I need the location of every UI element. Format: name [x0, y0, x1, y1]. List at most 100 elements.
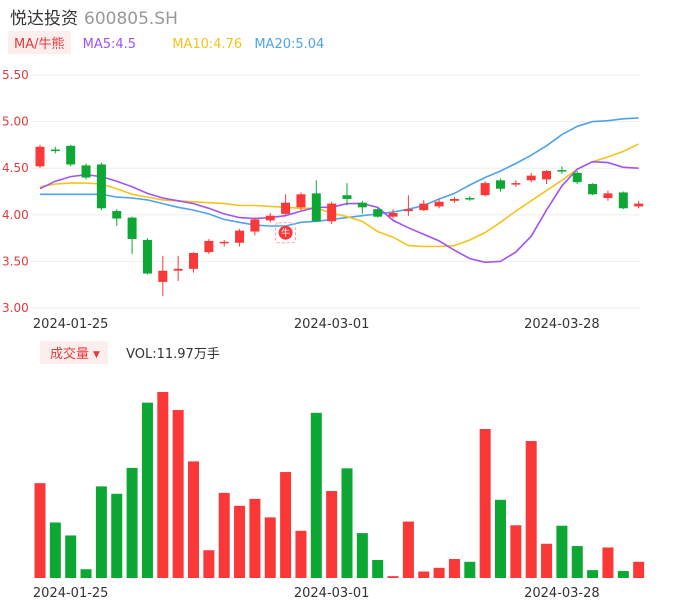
- candle-body: [142, 239, 152, 274]
- chevron-down-icon: ▼: [93, 350, 100, 360]
- volume-bar: [479, 429, 491, 578]
- candle-body: [572, 172, 582, 183]
- ma5-line: [39, 160, 639, 264]
- candle: [189, 252, 198, 273]
- candle: [81, 163, 91, 180]
- volume-bar: [556, 525, 568, 578]
- ma20-label: MA20:5.04: [254, 37, 325, 52]
- volume-toggle-label: 成交量: [50, 347, 90, 362]
- candle-body: [588, 184, 598, 195]
- volume-toggle-button[interactable]: 成交量 ▼: [40, 341, 108, 364]
- candle: [35, 144, 45, 169]
- ma10-line: [39, 143, 639, 248]
- y-tick-label: 4.50: [2, 161, 29, 175]
- candle: [618, 191, 628, 210]
- candle: [434, 198, 444, 209]
- volume-x-tick-label: 2024-03-28: [524, 586, 600, 601]
- stock-header: 悦达投资 600805.SH: [10, 4, 178, 29]
- candle: [373, 208, 383, 218]
- candle: [403, 195, 413, 216]
- volume-bar: [126, 467, 138, 578]
- candle: [96, 162, 106, 211]
- candle-body: [526, 175, 536, 181]
- candle: [480, 181, 490, 197]
- volume-bar: [387, 576, 399, 578]
- volume-bar: [541, 543, 553, 578]
- y-tick-label: 3.50: [2, 254, 29, 268]
- candle: [296, 192, 306, 211]
- candle: [235, 228, 245, 247]
- candle: [50, 146, 60, 154]
- y-tick-label: 3.00: [2, 301, 29, 315]
- candle-body: [542, 170, 552, 180]
- candle: [250, 217, 260, 236]
- candle-body: [434, 201, 444, 207]
- candle: [419, 199, 429, 212]
- candle: [572, 170, 582, 185]
- volume-bar: [172, 410, 184, 578]
- bull-badge-icon: [278, 225, 293, 240]
- candle: [449, 197, 459, 203]
- volume-bar: [310, 412, 322, 578]
- volume-bar: [234, 505, 246, 578]
- volume-bar: [157, 392, 169, 578]
- volume-bar: [341, 468, 353, 578]
- candle: [603, 190, 613, 201]
- volume-legend: 成交量 ▼ VOL:11.97万手: [40, 341, 220, 364]
- volume-bar: [249, 498, 261, 578]
- candle: [342, 183, 352, 206]
- badge-frame: [275, 222, 297, 244]
- volume-bar: [571, 546, 583, 578]
- candle-body: [496, 180, 505, 189]
- volume-bar: [111, 493, 123, 578]
- candle-body: [66, 145, 76, 165]
- candle-body: [311, 193, 321, 222]
- ma5-label: MA5:4.5: [82, 37, 137, 52]
- candle-body: [449, 198, 459, 201]
- candle-body: [96, 164, 106, 209]
- candle-body: [419, 203, 429, 211]
- volume-bar: [495, 499, 506, 578]
- volume-bar: [464, 561, 476, 578]
- candle-body: [81, 165, 91, 178]
- candle-body: [618, 192, 628, 209]
- candle-body: [112, 211, 122, 219]
- volume-bar: [326, 491, 338, 578]
- bull-badge-label: 牛: [281, 227, 290, 239]
- candle-body: [603, 193, 613, 199]
- candle: [588, 183, 598, 196]
- volume-bar: [264, 517, 276, 578]
- price-x-tick-label: 2024-01-25: [33, 317, 109, 332]
- candle-body: [465, 198, 475, 200]
- candle: [142, 238, 152, 275]
- candle: [542, 170, 552, 185]
- candle-body: [219, 241, 229, 244]
- volume-bar: [188, 461, 199, 578]
- volume-bar: [65, 535, 77, 578]
- stock-code: 600805.SH: [84, 9, 178, 29]
- ma20-line: [40, 117, 639, 227]
- volume-bar: [295, 530, 307, 578]
- candle-body: [235, 230, 245, 243]
- volume-bar: [218, 492, 230, 578]
- volume-bar: [280, 472, 292, 578]
- candle-body: [158, 270, 168, 282]
- volume-bar: [587, 570, 599, 578]
- candle: [311, 180, 321, 222]
- volume-bar: [356, 533, 368, 578]
- volume-bar: [617, 571, 629, 578]
- candle-body: [357, 202, 367, 208]
- volume-bar: [49, 522, 61, 578]
- volume-bar: [433, 567, 445, 578]
- candle: [173, 255, 183, 281]
- candle: [496, 178, 505, 192]
- y-tick-label: 5.50: [2, 68, 29, 82]
- ma-toggle-button[interactable]: MA/牛熊: [8, 31, 71, 54]
- volume-bar: [34, 483, 46, 578]
- candle: [127, 216, 137, 254]
- volume-bar: [418, 571, 430, 578]
- volume-x-tick-label: 2024-03-01: [294, 586, 370, 601]
- candle-body: [127, 217, 137, 240]
- price-x-tick-label: 2024-03-01: [294, 317, 370, 332]
